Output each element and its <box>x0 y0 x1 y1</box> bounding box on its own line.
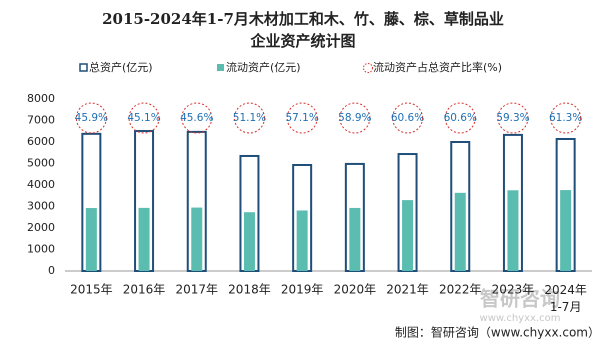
ratio-marker <box>286 102 318 134</box>
ratio-label: 59.3% <box>496 112 529 124</box>
ratio-label: 45.1% <box>127 112 160 124</box>
y-tick-label: 6000 <box>27 135 55 148</box>
chart-title: 企业资产统计图 <box>249 32 355 50</box>
ratio-marker <box>339 102 371 134</box>
x-tick-label: 2023年 <box>492 283 535 297</box>
ratio-label: 45.6% <box>180 112 213 124</box>
ratio-label: 51.1% <box>233 112 266 124</box>
current-bar <box>454 192 466 271</box>
y-tick-label: 2000 <box>27 221 55 234</box>
y-tick-label: 5000 <box>27 157 55 170</box>
legend-swatch <box>79 63 88 72</box>
y-tick-label: 8000 <box>27 92 55 105</box>
source: 制图：智研咨询（www.chyxx.com） <box>395 325 600 340</box>
legend-swatch <box>217 64 224 71</box>
legend-label: 流动资产(亿元) <box>226 60 301 74</box>
y-tick-label: 3000 <box>27 200 55 213</box>
legend-swatch <box>363 63 373 73</box>
current-bar <box>349 207 361 271</box>
current-bar <box>402 200 414 271</box>
ratio-label: 58.9% <box>338 112 371 124</box>
x-tick-label: 2017年 <box>175 283 218 297</box>
current-bar <box>243 212 255 271</box>
ratio-marker <box>75 102 107 134</box>
x-tick-label: 2015年 <box>70 283 113 297</box>
current-bar <box>507 190 519 271</box>
ratio-marker <box>128 102 160 134</box>
legend-label: 总资产(亿元) <box>89 60 153 74</box>
x-tick-label: 2021年 <box>386 283 429 297</box>
watermark: www.chyxx.com <box>480 313 561 324</box>
ratio-marker <box>392 102 424 134</box>
legend-label: 流动资产占总资产比率(%) <box>373 60 502 74</box>
y-tick-label: 0 <box>48 264 55 277</box>
ratio-label: 45.9% <box>75 112 108 124</box>
y-tick-label: 4000 <box>27 178 55 191</box>
ratio-marker <box>497 102 529 134</box>
x-tick-label: 2019年 <box>281 283 324 297</box>
ratio-marker <box>550 102 582 134</box>
ratio-label: 57.1% <box>285 112 318 124</box>
ratio-marker <box>181 102 213 134</box>
x-tick-label: 2020年 <box>334 283 377 297</box>
ratio-label: 61.3% <box>549 112 582 124</box>
ratio-label: 60.6% <box>444 112 477 124</box>
ratio-marker <box>444 102 476 134</box>
watermark: 智研咨询 <box>480 287 560 311</box>
ratio-label: 60.6% <box>391 112 424 124</box>
chart-title: 2015-2024年1-7月木材加工和木、竹、藤、棕、草制品业 <box>102 10 504 28</box>
x-tick-label: 2022年 <box>439 283 482 297</box>
y-tick-label: 7000 <box>27 114 55 127</box>
current-bar <box>138 207 150 271</box>
ratio-marker <box>233 102 265 134</box>
x-tick-label: 2016年 <box>123 283 166 297</box>
current-bar <box>296 210 308 271</box>
current-bar <box>85 208 97 271</box>
current-bar <box>560 190 572 271</box>
x-tick-label: 2024年 1-7月 <box>544 283 587 314</box>
y-tick-label: 1000 <box>27 243 55 256</box>
current-bar <box>191 207 203 271</box>
x-tick-label: 2018年 <box>228 283 271 297</box>
